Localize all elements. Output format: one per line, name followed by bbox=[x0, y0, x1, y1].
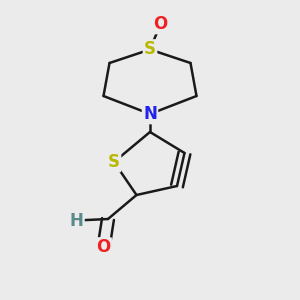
Text: H: H bbox=[70, 212, 83, 230]
Text: S: S bbox=[108, 153, 120, 171]
Text: O: O bbox=[153, 15, 168, 33]
Text: N: N bbox=[143, 105, 157, 123]
Text: O: O bbox=[96, 238, 111, 256]
Text: S: S bbox=[144, 40, 156, 58]
